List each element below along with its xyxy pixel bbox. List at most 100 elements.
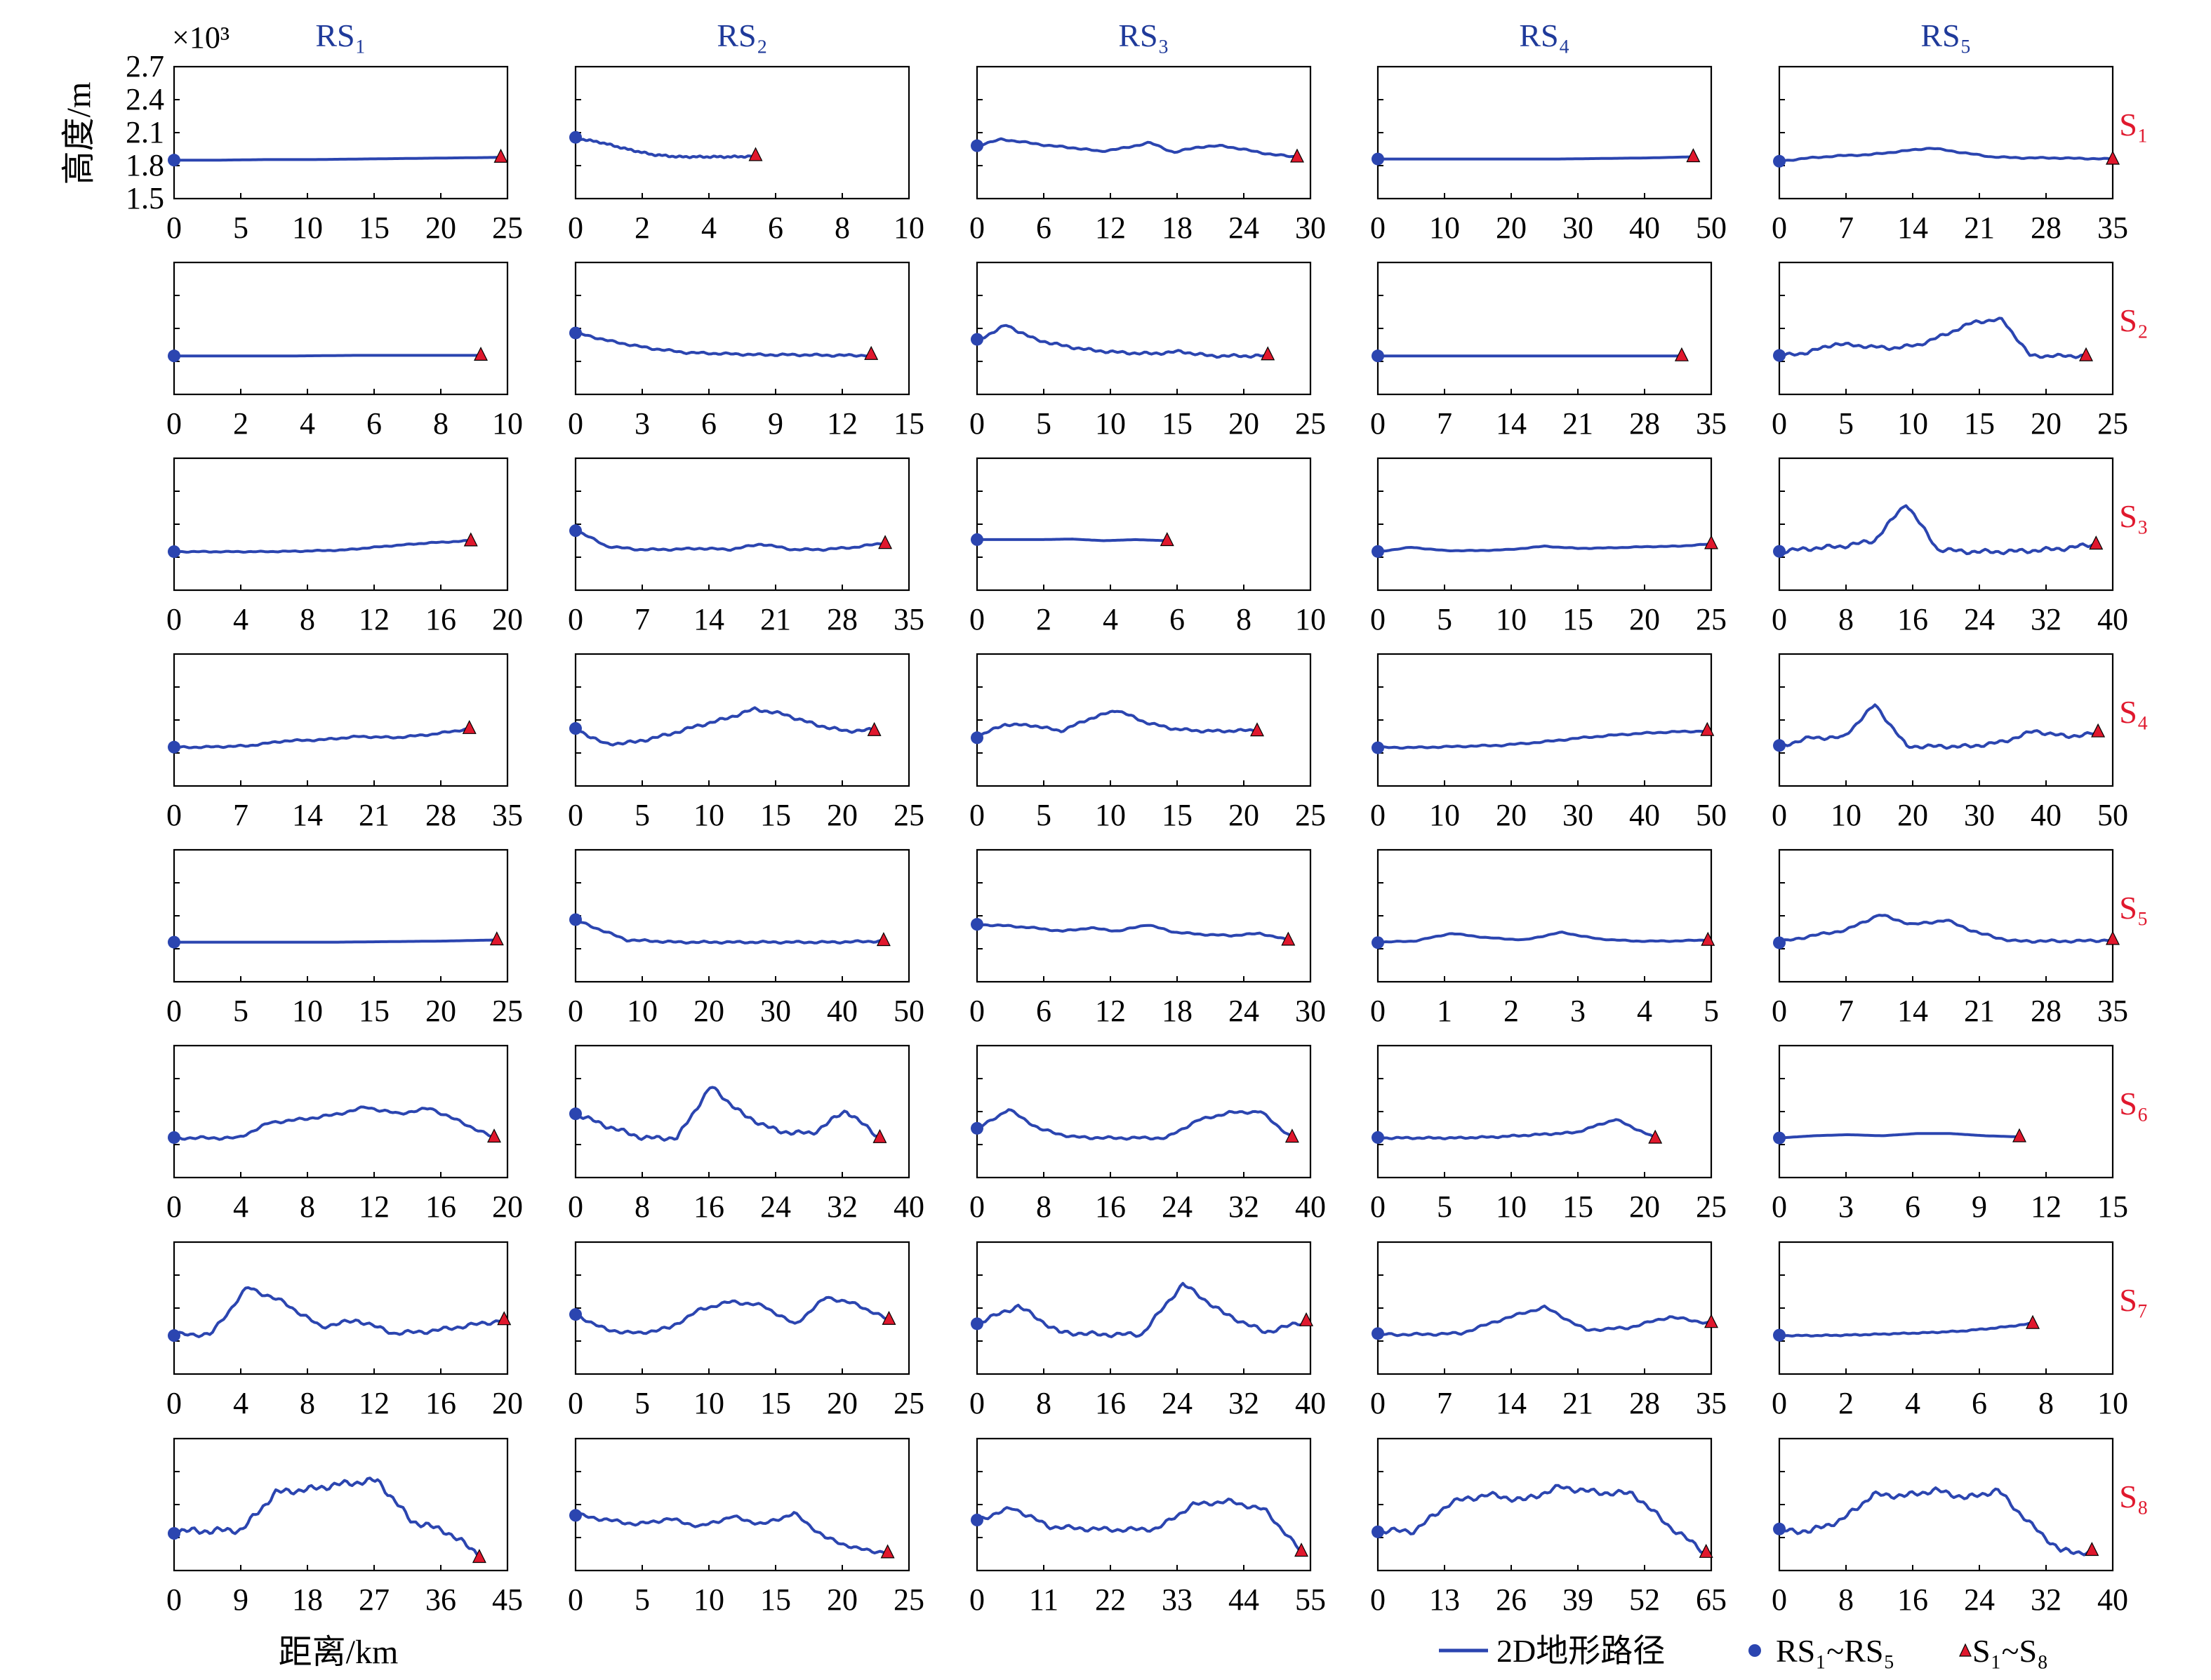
x-tick-label: 20: [1897, 798, 1928, 832]
receiver-marker: [1773, 936, 1786, 949]
source-marker: [489, 931, 504, 946]
x-tick-label: 16: [1897, 1582, 1928, 1617]
subplot-panel: 0 2 4 6 8 10: [969, 457, 1326, 636]
x-tick-label: 5: [233, 211, 248, 245]
terrain-profile-line: [173, 539, 472, 554]
y-tick-label: 1.8: [126, 148, 164, 182]
source-marker: [872, 1128, 887, 1143]
subplot-panel: 0 5 10 15 20 25: [969, 261, 1326, 441]
x-tick-label: 8: [300, 1189, 315, 1224]
source-marker: [487, 1128, 501, 1143]
x-tick-label: 25: [492, 211, 523, 245]
x-tick-label: 2: [233, 406, 248, 441]
plot-frame: [1778, 65, 2114, 200]
plot-frame: [1376, 1241, 1713, 1375]
source-marker: [1674, 347, 1689, 361]
y-tick-label: 2.4: [126, 82, 164, 116]
x-tick-label: 15: [1162, 798, 1193, 832]
receiver-marker: [1372, 152, 1384, 166]
x-tick-label: 9: [1972, 1189, 1987, 1224]
terrain-profile-line: [575, 918, 884, 945]
terrain-profile-line: [1377, 1118, 1656, 1140]
source-marker: [1290, 148, 1304, 163]
x-tick-label: 15: [1162, 406, 1193, 441]
x-tick-label: 13: [1429, 1582, 1460, 1617]
source-marker: [2106, 150, 2120, 165]
x-tick-label: 5: [233, 994, 248, 1028]
row-label: S₄: [2119, 694, 2149, 730]
terrain-profile-line: [174, 938, 497, 944]
x-tick-label: 6: [1972, 1386, 1987, 1420]
row-label: S₇: [2119, 1282, 2149, 1318]
x-tick-label: 16: [693, 1189, 724, 1224]
x-tick-label: 5: [1437, 1189, 1452, 1224]
plot-frame: [574, 457, 910, 592]
x-tick-label: 1: [1437, 994, 1452, 1028]
column-title: RS₅: [1920, 18, 1971, 53]
plot-frame: [976, 848, 1312, 983]
subplot-panel: 0 2 4 6 8 10: [1772, 1241, 2128, 1420]
x-tick-label: 20: [1228, 798, 1259, 832]
receiver-marker: [168, 935, 180, 949]
x-tick-label: 0: [166, 1582, 182, 1617]
plot-frame: [574, 653, 910, 787]
y-axis-title: 高度/m: [60, 82, 98, 185]
x-tick-label: 32: [1228, 1386, 1259, 1420]
subplot-panel: 0 4 8 12 16 20: [166, 1044, 523, 1224]
x-tick-label: 0: [1772, 798, 1787, 832]
terrain-profile-line: [174, 156, 501, 162]
x-tick-label: 20: [1629, 602, 1660, 636]
x-tick-label: 10: [693, 1386, 724, 1420]
plot-frame: [976, 1437, 1312, 1572]
x-tick-label: 8: [300, 602, 315, 636]
x-tick-label: 35: [894, 602, 924, 636]
x-tick-label: 15: [1562, 1189, 1593, 1224]
legend-line-label: 2D地形路径: [1496, 1633, 1665, 1669]
x-tick-label: 0: [166, 994, 182, 1028]
x-tick-label: 20: [492, 602, 523, 636]
x-tick-label: 7: [1437, 1386, 1452, 1420]
x-tick-label: 40: [2097, 1582, 2128, 1617]
subplot-panel: 0 6 12 18 24 30: [969, 65, 1326, 245]
x-tick-label: 21: [760, 602, 791, 636]
subplot-panel: 0 8 16 24 32 40: [969, 1044, 1326, 1224]
x-tick-label: 10: [292, 994, 323, 1028]
x-tick-label: 11: [1029, 1582, 1058, 1617]
receiver-marker: [569, 131, 582, 144]
source-marker: [878, 535, 893, 549]
x-tick-label: 24: [1964, 1582, 1995, 1617]
source-marker: [1261, 346, 1275, 361]
x-tick-label: 0: [568, 406, 583, 441]
x-tick-label: 0: [969, 1189, 985, 1224]
x-tick-label: 65: [1696, 1582, 1727, 1617]
x-tick-label: 10: [1831, 798, 1861, 832]
source-marker: [1294, 1542, 1309, 1557]
x-tick-label: 24: [1228, 994, 1259, 1028]
x-tick-label: 0: [1772, 1386, 1787, 1420]
receiver-marker: [1372, 545, 1384, 558]
x-tick-label: 14: [693, 602, 724, 636]
x-tick-label: 50: [2097, 798, 2128, 832]
x-tick-label: 8: [835, 211, 850, 245]
x-tick-label: 20: [827, 1386, 858, 1420]
x-tick-label: 6: [1036, 211, 1051, 245]
subplot-panel: 0 5 10 15 20 25: [568, 653, 924, 832]
x-tick-label: 18: [1162, 211, 1193, 245]
x-tick-label: 10: [627, 994, 658, 1028]
x-tick-label: 8: [433, 406, 449, 441]
subplot-panel: 0 7 14 21 28 35: [1370, 261, 1727, 441]
x-tick-label: 15: [359, 211, 390, 245]
plot-frame: [1376, 457, 1713, 592]
column-title: RS₄: [1519, 18, 1569, 53]
terrain-profile-line: [1377, 729, 1708, 750]
x-tick-label: 5: [1838, 406, 1854, 441]
x-tick-label: 40: [827, 994, 858, 1028]
subplot-panel: 0 10 20 30 40 50: [1772, 653, 2128, 832]
source-marker: [2089, 535, 2104, 550]
x-tick-label: 12: [359, 1189, 390, 1224]
x-tick-label: 0: [1370, 1582, 1386, 1617]
terrain-profile-line: [976, 137, 1298, 159]
plot-frame: [173, 1241, 509, 1375]
x-tick-label: 8: [635, 1189, 650, 1224]
x-tick-label: 25: [1295, 798, 1326, 832]
